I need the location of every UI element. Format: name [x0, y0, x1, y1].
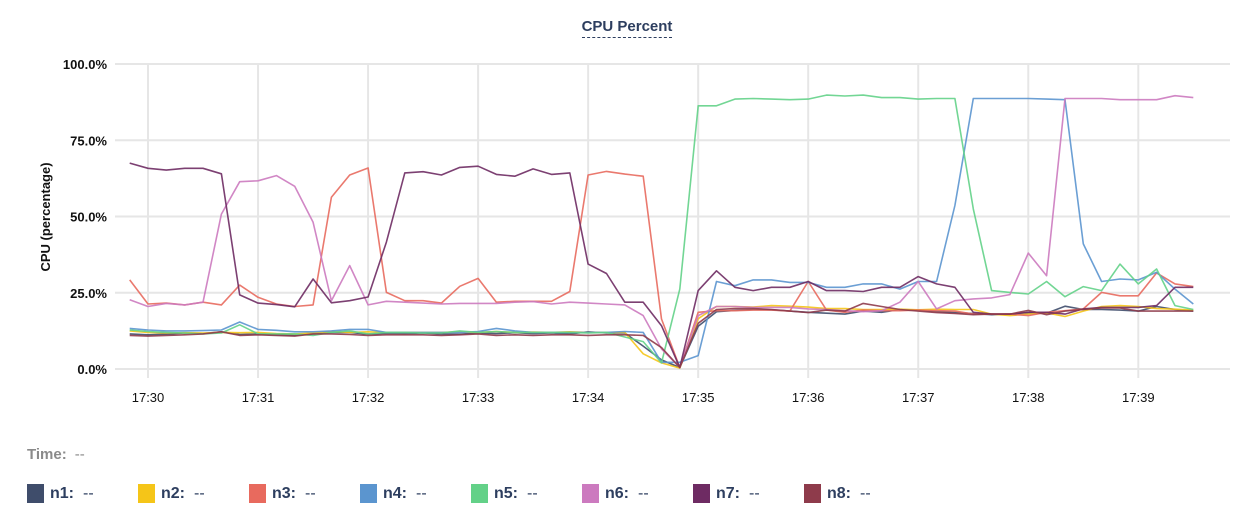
- x-tick-label: 17:38: [1012, 390, 1045, 405]
- legend-value: --: [305, 484, 316, 502]
- legend-item-n4[interactable]: n4: --: [360, 484, 471, 503]
- legend-value: --: [638, 484, 649, 502]
- legend-swatch: [582, 484, 599, 503]
- chart-title[interactable]: CPU Percent: [0, 18, 1254, 38]
- legend-value: --: [860, 484, 871, 502]
- legend-value: --: [749, 484, 760, 502]
- x-tick-label: 17:31: [242, 390, 275, 405]
- legend-item-n1[interactable]: n1: --: [27, 484, 138, 503]
- y-axis-label: CPU (percentage): [38, 162, 53, 271]
- x-tick-label: 17:32: [352, 390, 385, 405]
- x-tick-label: 17:34: [572, 390, 605, 405]
- legend-label: n5:: [494, 484, 518, 502]
- series-line-n4[interactable]: [129, 97, 1194, 364]
- x-tick-label: 17:30: [132, 390, 165, 405]
- x-tick-label: 17:37: [902, 390, 935, 405]
- legend-value: --: [194, 484, 205, 502]
- hover-time-readout: Time: --: [27, 446, 85, 463]
- legend-label: n2:: [161, 484, 185, 502]
- y-tick-label: 0.0%: [77, 362, 107, 377]
- legend-item-n2[interactable]: n2: --: [138, 484, 249, 503]
- legend-swatch: [693, 484, 710, 503]
- time-label: Time:: [27, 446, 67, 463]
- legend-swatch: [360, 484, 377, 503]
- y-tick-label: 100.0%: [63, 57, 108, 72]
- legend-swatch: [138, 484, 155, 503]
- legend-swatch: [249, 484, 266, 503]
- legend-value: --: [527, 484, 538, 502]
- y-tick-label: 25.0%: [70, 286, 107, 301]
- legend-value: --: [416, 484, 427, 502]
- legend: n1: -- n2: -- n3: -- n4: -- n5: -- n6: -- n7: -- n8: --: [27, 484, 915, 503]
- legend-item-n3[interactable]: n3: --: [249, 484, 360, 503]
- legend-item-n8[interactable]: n8: --: [804, 484, 915, 503]
- legend-label: n3:: [272, 484, 296, 502]
- legend-label: n1:: [50, 484, 74, 502]
- series-line-n6[interactable]: [129, 94, 1194, 369]
- x-tick-label: 17:33: [462, 390, 495, 405]
- legend-swatch: [804, 484, 821, 503]
- legend-label: n7:: [716, 484, 740, 502]
- chart-title-text[interactable]: CPU Percent: [581, 18, 673, 38]
- legend-swatch: [27, 484, 44, 503]
- series-line-n5[interactable]: [129, 94, 1194, 364]
- x-tick-label: 17:36: [792, 390, 825, 405]
- time-value: --: [74, 446, 85, 463]
- legend-label: n6:: [605, 484, 629, 502]
- x-tick-label: 17:39: [1122, 390, 1155, 405]
- series-line-n3[interactable]: [129, 167, 1194, 369]
- series-line-n7[interactable]: [129, 162, 1194, 369]
- legend-label: n4:: [383, 484, 407, 502]
- legend-item-n6[interactable]: n6: --: [582, 484, 693, 503]
- legend-label: n8:: [827, 484, 851, 502]
- y-tick-label: 50.0%: [70, 210, 107, 225]
- legend-item-n7[interactable]: n7: --: [693, 484, 804, 503]
- legend-value: --: [83, 484, 94, 502]
- y-tick-label: 75.0%: [70, 133, 107, 148]
- line-chart[interactable]: 0.0% 25.0% 50.0% 75.0% 100.0% 17:30 17:31 17:32…: [0, 0, 1254, 430]
- legend-swatch: [471, 484, 488, 503]
- legend-item-n5[interactable]: n5: --: [471, 484, 582, 503]
- x-tick-label: 17:35: [682, 390, 715, 405]
- series-line-n8[interactable]: [129, 302, 1194, 369]
